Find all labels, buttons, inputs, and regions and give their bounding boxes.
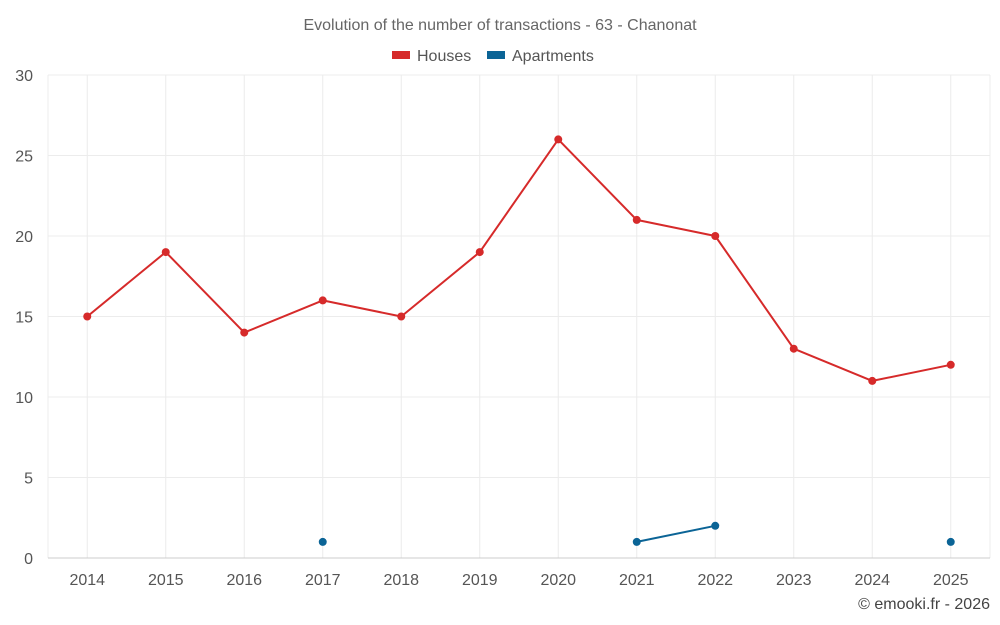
x-tick-label: 2017: [305, 572, 341, 589]
x-tick-label: 2018: [383, 572, 419, 589]
x-tick-label: 2021: [619, 572, 655, 589]
data-point-houses-2014[interactable]: [83, 312, 92, 321]
y-tick-label: 30: [15, 68, 33, 85]
series: [83, 135, 955, 546]
data-point-houses-2020[interactable]: [554, 135, 563, 144]
data-point-houses-2016[interactable]: [240, 328, 249, 337]
legend-swatch-houses: [392, 51, 410, 59]
data-point-apartments-2021[interactable]: [632, 537, 641, 546]
x-tick-label: 2020: [540, 572, 576, 589]
data-point-houses-2025[interactable]: [946, 360, 955, 369]
data-point-apartments-2022[interactable]: [711, 521, 720, 530]
y-tick-label: 0: [24, 551, 33, 568]
legend-swatch-apartments: [487, 51, 505, 59]
y-tick-label: 25: [15, 149, 33, 166]
data-point-houses-2024[interactable]: [868, 376, 877, 385]
data-point-apartments-2025[interactable]: [946, 537, 955, 546]
x-tick-label: 2016: [226, 572, 262, 589]
x-tick-label: 2024: [854, 572, 890, 589]
data-point-houses-2023[interactable]: [789, 344, 798, 353]
x-tick-label: 2025: [933, 572, 969, 589]
data-point-houses-2017[interactable]: [318, 296, 327, 305]
series-line-houses: [86, 138, 951, 382]
credit-text: © emooki.fr - 2026: [858, 596, 990, 613]
series-line-apartments: [636, 524, 716, 543]
y-tick-label: 20: [15, 229, 33, 246]
data-point-apartments-2017[interactable]: [318, 537, 327, 546]
x-tick-label: 2023: [776, 572, 812, 589]
legend-label-apartments[interactable]: Apartments: [512, 48, 594, 65]
legend-label-houses[interactable]: Houses: [417, 48, 471, 65]
data-point-houses-2021[interactable]: [632, 215, 641, 224]
y-tick-label: 5: [24, 471, 33, 488]
chart-title: Evolution of the number of transactions …: [303, 17, 697, 34]
x-tick-label: 2019: [462, 572, 498, 589]
legend: Houses Apartments: [392, 48, 594, 65]
data-point-houses-2015[interactable]: [161, 248, 170, 257]
x-tick-label: 2014: [69, 572, 105, 589]
data-point-houses-2019[interactable]: [475, 248, 484, 257]
x-tick-label: 2015: [148, 572, 184, 589]
x-tick-label: 2022: [697, 572, 733, 589]
data-point-houses-2018[interactable]: [397, 312, 406, 321]
y-tick-label: 10: [15, 390, 33, 407]
y-tick-label: 15: [15, 310, 33, 327]
grid: [47, 74, 991, 558]
data-point-houses-2022[interactable]: [711, 232, 720, 240]
